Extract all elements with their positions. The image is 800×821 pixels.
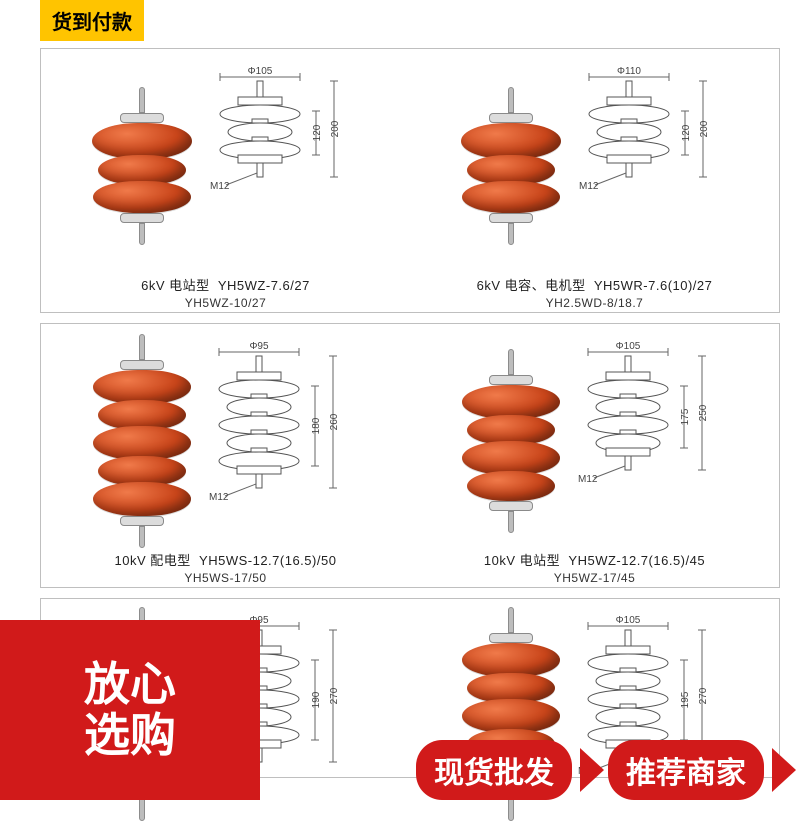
svg-text:Φ105: Φ105: [615, 341, 640, 352]
svg-text:190: 190: [311, 691, 322, 708]
dimension-diagram: Φ105 175 250 M12: [568, 338, 728, 543]
svg-text:180: 180: [311, 418, 322, 435]
promo-pill-wholesale: 现货批发: [416, 740, 572, 800]
promo-left-line1: 放心: [84, 659, 176, 710]
svg-text:M12: M12: [578, 474, 598, 485]
svg-text:M12: M12: [579, 181, 599, 192]
promo-pill-recommended: 推荐商家: [608, 740, 764, 800]
arrester-photo: [93, 334, 191, 548]
svg-text:270: 270: [698, 687, 709, 704]
svg-text:270: 270: [329, 687, 340, 704]
arrester-photo: [462, 349, 560, 533]
dimension-diagram: Φ105 120 200 M12: [200, 63, 360, 268]
svg-text:Φ95: Φ95: [249, 341, 269, 352]
svg-text:260: 260: [329, 414, 340, 431]
svg-text:M12: M12: [210, 181, 230, 192]
promo-right-banner: 现货批发 推荐商家: [416, 740, 800, 800]
svg-text:200: 200: [699, 121, 710, 138]
svg-text:Φ105: Φ105: [615, 615, 640, 626]
product-caption: 10kV 配电型 YH5WS-12.7(16.5)/50YH5WS-17/50: [115, 552, 337, 587]
catalog-row-1: Φ105 120 200 M12 6kV 电站型 YH5WZ-7.6/27YH5WZ-1…: [40, 48, 780, 313]
catalog-cell: Φ95 180 260 M12 10kV 配电型 YH5WS-12.7(16.5)/50…: [41, 324, 410, 587]
catalog-cell: Φ105 175 250 M12 10kV 电站型 YH5WZ-12.7(16.5)/4…: [410, 324, 779, 587]
cod-badge: 货到付款: [40, 0, 144, 41]
svg-text:Φ110: Φ110: [617, 66, 641, 77]
chevron-right-icon: [772, 748, 796, 792]
catalog-row-2: Φ95 180 260 M12 10kV 配电型 YH5WS-12.7(16.5)/50…: [40, 323, 780, 588]
arrester-photo: [92, 87, 192, 245]
svg-text:195: 195: [680, 691, 691, 708]
chevron-right-icon: [580, 748, 604, 792]
svg-text:175: 175: [680, 409, 691, 426]
arrester-photo: [461, 87, 561, 245]
product-caption: 10kV 电站型 YH5WZ-12.7(16.5)/45YH5WZ-17/45: [484, 552, 705, 587]
dimension-diagram: Φ95 180 260 M12: [199, 338, 359, 543]
svg-text:M12: M12: [209, 492, 229, 503]
product-caption: 6kV 电容、电机型 YH5WR-7.6(10)/27YH2.5WD-8/18.…: [477, 277, 713, 312]
svg-text:200: 200: [330, 121, 341, 138]
catalog-cell: Φ110 120 200 M12 6kV 电容、电机型 YH5WR-7.6(10)/27…: [410, 49, 779, 312]
catalog-cell: Φ105 120 200 M12 6kV 电站型 YH5WZ-7.6/27YH5WZ-1…: [41, 49, 410, 312]
product-caption: 6kV 电站型 YH5WZ-7.6/27YH5WZ-10/27: [141, 277, 310, 312]
svg-text:120: 120: [312, 125, 323, 142]
svg-text:Φ105: Φ105: [247, 66, 272, 77]
promo-left-line2: 选购: [84, 710, 176, 761]
svg-text:120: 120: [681, 125, 692, 142]
promo-left-banner: 放心 选购: [0, 620, 260, 800]
dimension-diagram: Φ110 120 200 M12: [569, 63, 729, 268]
svg-text:250: 250: [698, 405, 709, 422]
